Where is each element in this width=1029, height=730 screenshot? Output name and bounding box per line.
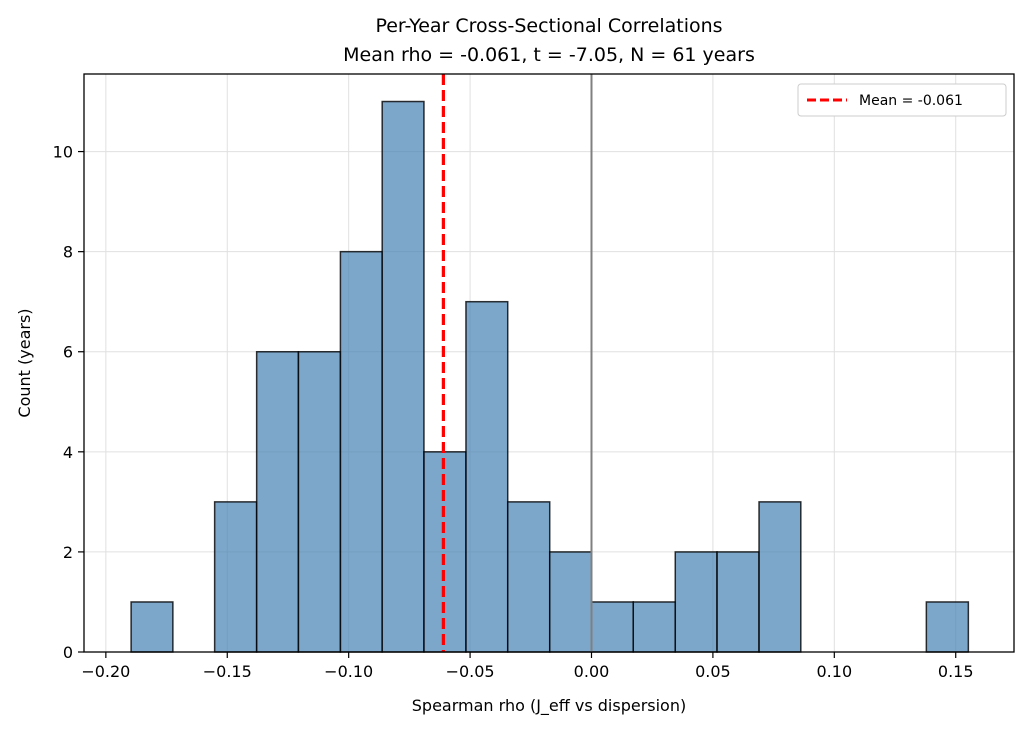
x-tick-label: 0.05 bbox=[695, 662, 731, 681]
histogram-bar bbox=[339, 250, 383, 653]
x-tick-label: −0.15 bbox=[203, 662, 252, 681]
histogram-bar bbox=[674, 551, 718, 653]
y-axis-title: Count (years) bbox=[15, 308, 34, 417]
histogram-bar bbox=[758, 501, 802, 653]
histogram-bar bbox=[506, 501, 551, 653]
chart-subtitle: Mean rho = -0.061, t = -7.05, N = 61 yea… bbox=[343, 44, 755, 66]
histogram-bar bbox=[381, 100, 425, 653]
histogram-bar bbox=[716, 551, 760, 653]
chart-title: Per-Year Cross-Sectional Correlations bbox=[375, 15, 722, 37]
plot-frame bbox=[83, 73, 1015, 653]
reference-lines bbox=[441, 74, 593, 652]
y-tick-label: 8 bbox=[63, 243, 73, 262]
x-tick-label: −0.10 bbox=[324, 662, 373, 681]
histogram-bar bbox=[465, 300, 509, 653]
x-tick-label: 0.00 bbox=[574, 662, 610, 681]
y-axis-ticks: 0 2 4 6 8 10 bbox=[53, 143, 84, 662]
x-tick-label: −0.05 bbox=[446, 662, 495, 681]
histogram-bar bbox=[925, 601, 970, 653]
y-tick-label: 2 bbox=[63, 543, 73, 562]
legend-label-mean: Mean = -0.061 bbox=[859, 93, 963, 109]
histogram-bar bbox=[590, 601, 635, 653]
y-tick-label: 4 bbox=[63, 443, 73, 462]
x-tick-label: 0.15 bbox=[938, 662, 974, 681]
x-axis-title: Spearman rho (J_eff vs dispersion) bbox=[412, 696, 686, 716]
histogram-bar bbox=[255, 350, 300, 653]
y-tick-label: 10 bbox=[53, 143, 73, 162]
y-tick-label: 6 bbox=[63, 343, 73, 362]
legend-box bbox=[797, 83, 1007, 117]
histogram-bar bbox=[213, 501, 258, 653]
histogram-bar bbox=[130, 601, 174, 653]
y-tick-label: 0 bbox=[63, 643, 73, 662]
x-tick-label: −0.20 bbox=[81, 662, 130, 681]
x-axis-ticks: −0.20 −0.15 −0.10 −0.05 0.00 0.05 0.10 0.15 bbox=[81, 652, 974, 681]
histogram-bar bbox=[297, 350, 342, 653]
x-tick-label: 0.10 bbox=[817, 662, 853, 681]
legend: Mean = -0.061 bbox=[797, 83, 1007, 117]
histogram-bar bbox=[548, 551, 593, 653]
histogram-bar bbox=[632, 601, 677, 653]
